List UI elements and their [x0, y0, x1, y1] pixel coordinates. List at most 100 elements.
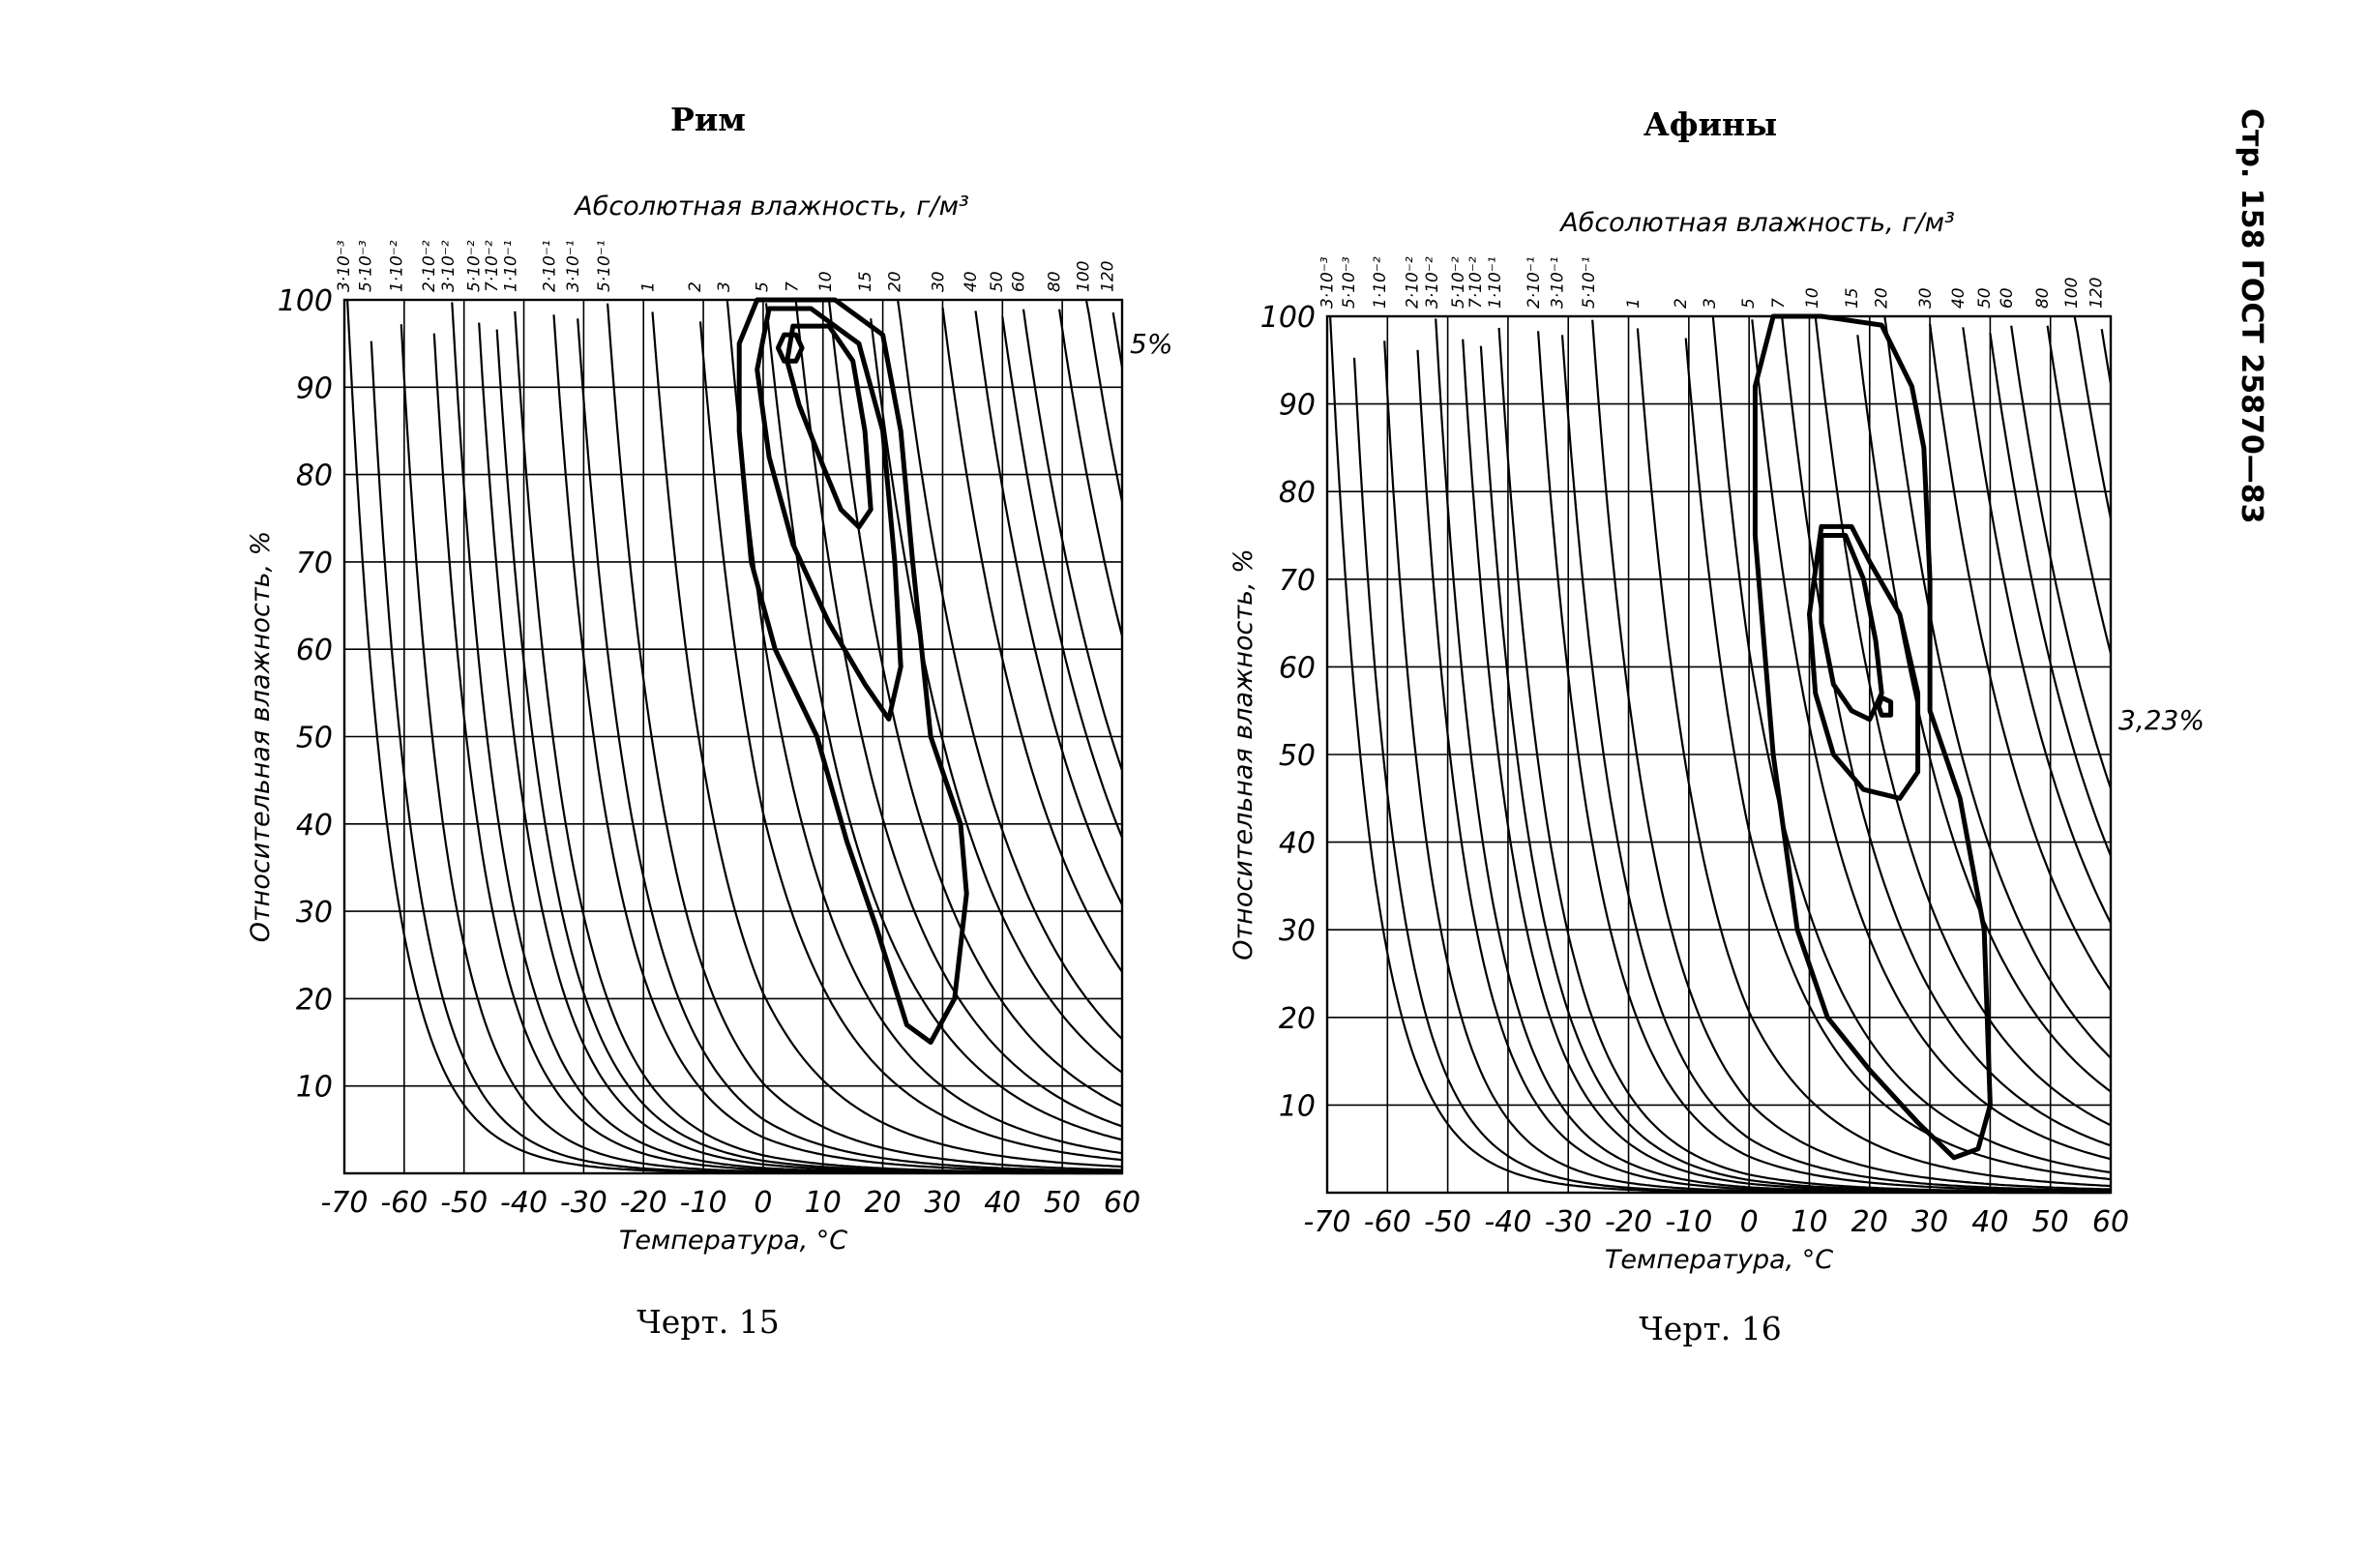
humidity-isoline: [1084, 299, 1124, 502]
humidity-isoline: [1537, 331, 2111, 1193]
humidity-tick-label: 2·10⁻¹: [540, 240, 559, 292]
humidity-isoline: [1416, 349, 2111, 1194]
humidity-tick-label: 120: [1099, 261, 1118, 292]
y-tick-label: 60: [1279, 651, 1316, 685]
plot-frame: [342, 298, 1124, 1175]
humidity-tick-label: 3·10⁻³: [1318, 256, 1337, 309]
x-tick-label: 0: [1740, 1205, 1759, 1239]
humidity-tick-label: 30: [929, 271, 948, 292]
frequency-contour: [1876, 695, 1894, 718]
humidity-tick-label: 50: [1975, 287, 1995, 309]
humidity-isoline: [870, 318, 1123, 1074]
humidity-isoline: [495, 329, 1122, 1174]
x-tick-label: 50: [2032, 1205, 2069, 1239]
humidity-isoline: [897, 299, 1123, 1040]
humidity-isoline: [1814, 315, 2112, 1127]
x-tick-label: 60: [1104, 1186, 1140, 1220]
x-tick-label: -60: [380, 1186, 428, 1220]
humidity-tick-label: 5: [1739, 298, 1759, 309]
top-axis-label: Абсолютная влажность, г/м³: [573, 192, 969, 222]
x-tick-label: -50: [1424, 1205, 1471, 1239]
x-tick-label: -30: [1545, 1205, 1592, 1239]
x-tick-label: 20: [865, 1186, 902, 1220]
y-tick-label: 50: [296, 722, 333, 755]
humidity-tick-label: 10: [816, 271, 836, 292]
humidity-tick-label: 5·10⁻¹: [1580, 256, 1599, 309]
humidity-tick-label: 2·10⁻²: [420, 240, 439, 292]
top-axis-label: Абсолютная влажность, г/м³: [1558, 208, 1955, 238]
humidity-isoline: [1929, 323, 2112, 991]
y-tick-label: 10: [296, 1071, 333, 1105]
humidity-tick-label: 5·10⁻¹: [595, 240, 614, 292]
humidity-isoline: [1883, 315, 2112, 1059]
humidity-tick-label: 3: [1701, 298, 1720, 309]
humidity-tick-label: 2: [1672, 298, 1691, 309]
humidity-tick-label: 1·10⁻¹: [502, 240, 521, 292]
humidity-isoline: [698, 321, 1123, 1162]
humidity-tick-label: 7: [1769, 298, 1789, 309]
y-tick-label: 70: [1279, 564, 1316, 598]
humidity-isoline: [1989, 333, 2113, 857]
x-tick-label: -30: [560, 1186, 607, 1220]
humidity-isoline: [1479, 345, 2111, 1194]
y-tick-label: 50: [1279, 739, 1316, 773]
humidity-isoline: [2010, 325, 2113, 789]
humidity-isoline: [1022, 309, 1124, 771]
y-tick-label: 40: [296, 809, 333, 843]
humidity-tick-label: 20: [885, 271, 904, 292]
humidity-tick-label: 100: [2062, 278, 2082, 309]
humidity-isoline: [2100, 329, 2113, 385]
y-tick-label: 100: [278, 284, 333, 318]
humidity-tick-label: 3·10⁻²: [1423, 256, 1442, 309]
humidity-isoline: [1751, 319, 2112, 1161]
humidity-isoline: [1111, 311, 1124, 368]
x-axis-label: Температура, °C: [1605, 1245, 1833, 1275]
x-tick-label: 10: [805, 1186, 842, 1220]
humidity-tick-label: 80: [1046, 271, 1065, 292]
humidity-tick-label: 7·10⁻²: [1466, 256, 1486, 309]
x-tick-label: -70: [1304, 1205, 1351, 1239]
humidity-isoline: [1962, 327, 2112, 924]
humidity-isoline: [794, 302, 1123, 1128]
frequency-contour: [1752, 313, 1993, 1161]
contour-annotation: 5%: [1130, 328, 1172, 360]
humidity-tick-label: 1·10⁻¹: [1486, 256, 1505, 309]
x-tick-label: 20: [1851, 1205, 1888, 1239]
y-tick-label: 100: [1260, 301, 1316, 335]
humidity-tick-label: 60: [1010, 271, 1029, 292]
humidity-isoline: [726, 299, 1123, 1155]
humidity-isoline: [1058, 309, 1124, 636]
humidity-tick-label: 1: [639, 281, 659, 292]
frequency-contour: [755, 306, 903, 722]
humidity-tick-label: 15: [1843, 287, 1862, 309]
page-header: Стр. 158 ГОСТ 25870—83: [2235, 108, 2268, 523]
humidity-isoline: [514, 311, 1122, 1174]
humidity-tick-label: 50: [988, 271, 1007, 292]
x-tick-label: -10: [1665, 1205, 1712, 1239]
plot-frame: [1325, 314, 2113, 1195]
humidity-tick-label: 3·10⁻³: [335, 240, 354, 292]
x-tick-label: -10: [680, 1186, 727, 1220]
humidity-isoline: [1560, 335, 2111, 1192]
humidity-isoline: [2073, 315, 2113, 519]
humidity-tick-label: 3·10⁻¹: [564, 240, 583, 292]
x-tick-label: 40: [1971, 1205, 2008, 1239]
humidity-isoline: [1591, 319, 2112, 1191]
frequency-contour: [1807, 523, 1921, 801]
x-tick-label: -60: [1364, 1205, 1411, 1239]
humidity-tick-label: 7: [784, 281, 803, 292]
x-tick-label: 30: [1911, 1205, 1948, 1239]
humidity-tick-label: 5·10⁻³: [357, 240, 376, 292]
humidity-tick-label: 5·10⁻³: [1340, 256, 1359, 309]
humidity-tick-label: 5·10⁻²: [465, 240, 485, 292]
y-tick-label: 60: [296, 634, 333, 667]
y-tick-label: 90: [1279, 389, 1316, 423]
frequency-contour: [775, 332, 805, 364]
humidity-isoline: [974, 311, 1123, 905]
x-tick-label: 60: [2092, 1205, 2129, 1239]
y-tick-label: 30: [296, 896, 333, 930]
y-tick-label: 40: [1279, 827, 1316, 861]
humidity-isoline: [1497, 327, 2111, 1194]
y-tick-label: 20: [296, 983, 333, 1017]
humidity-isoline: [1352, 357, 2111, 1195]
